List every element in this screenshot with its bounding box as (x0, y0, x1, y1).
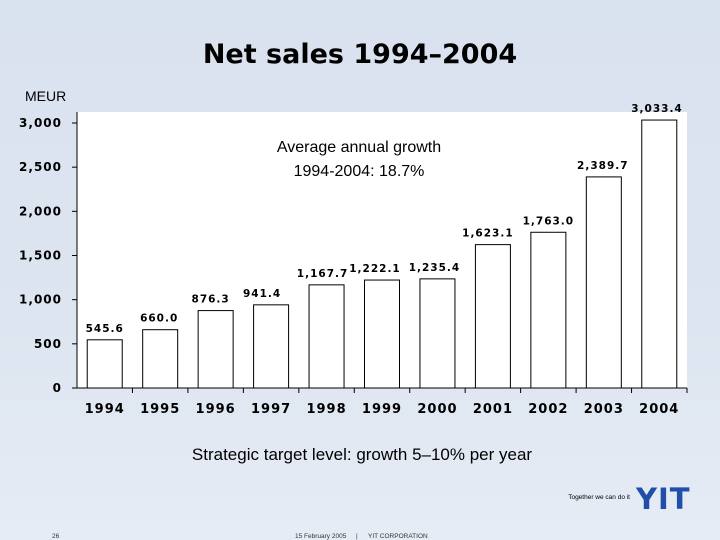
bar (86, 339, 123, 389)
y-tick-label: 1,000 (19, 293, 62, 307)
bar-data-label: 1,623.1 (462, 228, 514, 240)
bar-data-label: 2,389.7 (577, 160, 629, 172)
x-tick-label: 1996 (196, 402, 236, 417)
bar (142, 329, 179, 389)
yit-logo: YIT (635, 482, 691, 516)
bar (585, 176, 622, 389)
bar (253, 304, 290, 389)
y-axis-unit: MEUR (25, 88, 66, 104)
bar (474, 244, 511, 389)
x-tick-label: 1998 (306, 402, 346, 417)
bar (364, 279, 400, 389)
page-number: 26 (52, 533, 60, 540)
tagline: Together we can do it (568, 494, 630, 501)
y-tick-label: 2,500 (19, 160, 62, 174)
growth-annotation-line1: Average annual growth (277, 139, 441, 156)
x-axis: 1994 1995 1996 1997 1998 1999 2000 2001 2002 2003… (85, 388, 688, 417)
strategic-target-text: Strategic target level: growth 5–10% per… (192, 445, 533, 464)
x-tick-label: 1995 (140, 402, 180, 417)
x-tick-label: 2004 (639, 402, 679, 417)
footer-separator: | (356, 533, 358, 540)
bar (419, 278, 456, 389)
y-tick-label: 500 (34, 337, 62, 351)
data-labels: 545.6 660.0 876.3 941.4 1,167.7 1,222.1 1,235.… (86, 103, 683, 335)
x-tick-label: 2002 (528, 402, 568, 417)
bar-data-label: 1,222.1 (349, 263, 401, 275)
footer-date: 15 February 2005 (295, 533, 347, 540)
bar (197, 310, 234, 389)
x-tick-label: 2001 (473, 402, 513, 417)
x-tick-label: 1994 (85, 402, 125, 417)
bar-data-label: 876.3 (192, 294, 230, 306)
bar (308, 284, 345, 389)
bar-data-label: 545.6 (86, 323, 124, 335)
growth-annotation-line2: 1994-2004: 18.7% (294, 163, 425, 180)
bar-data-label: 3,033.4 (631, 103, 683, 115)
bar-data-label: 1,235.4 (409, 262, 461, 274)
y-tick-label: 1,500 (19, 249, 62, 263)
footer-company: YIT CORPORATION (368, 533, 428, 540)
x-tick-label: 1999 (362, 402, 402, 417)
x-tick-label: 2003 (584, 402, 624, 417)
y-axis: 0 500 1,000 1,500 2,000 2,500 3,000 (19, 116, 77, 395)
y-tick-label: 3,000 (19, 116, 62, 130)
chart-title: Net sales 1994–2004 (203, 39, 517, 70)
bar (641, 119, 678, 389)
bar (530, 231, 567, 389)
bar-data-label: 660.0 (140, 313, 178, 325)
y-tick-label: 0 (53, 381, 62, 395)
bar-data-label: 1,763.0 (523, 215, 575, 227)
bar-data-label: 1,167.7 (297, 268, 349, 280)
y-tick-label: 2,000 (19, 204, 62, 218)
bar-data-label: 941.4 (243, 288, 281, 300)
x-tick-label: 1997 (251, 402, 291, 417)
x-tick-label: 2000 (417, 402, 457, 417)
